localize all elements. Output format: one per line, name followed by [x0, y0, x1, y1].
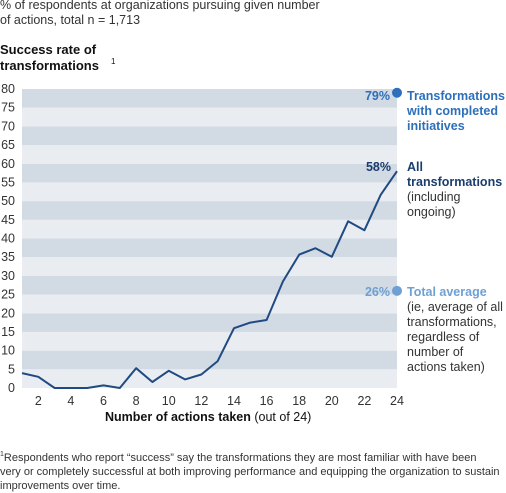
y-tick-label: 65 [1, 138, 15, 152]
grid-band [22, 126, 397, 146]
label-all-value: 58% [365, 160, 391, 174]
y-tick-label: 40 [1, 232, 15, 246]
x-tick-label: 6 [100, 394, 107, 408]
footnote: 1Respondents who report “success” say th… [0, 448, 500, 493]
x-tick-label: 8 [133, 394, 140, 408]
label-all-note: (including ongoing) [407, 190, 461, 219]
grid-band [22, 313, 397, 332]
y-tick-label: 35 [1, 250, 15, 264]
label-average-text: Total average [407, 285, 487, 299]
footnote-text: Respondents who report “success” say the… [0, 452, 500, 492]
y-axis-title: Success rate of transformations 1 [0, 42, 115, 74]
y-tick-label: 30 [1, 269, 15, 283]
y-tick-label: 5 [8, 362, 15, 376]
x-axis-title-main: Number of actions taken [105, 410, 251, 424]
y-tick-label: 55 [1, 175, 15, 189]
grid-bands [22, 89, 397, 388]
grid-band [22, 163, 397, 183]
label-completed-text: Transformations with completed initiativ… [407, 89, 505, 133]
x-tick-label: 2 [35, 394, 42, 408]
y-tick-label: 70 [1, 119, 15, 133]
y-tick-label: 80 [1, 82, 15, 96]
y-tick-label: 25 [1, 288, 15, 302]
grid-band [22, 350, 397, 370]
y-tick-label: 45 [1, 213, 15, 227]
grid-band [22, 369, 397, 388]
x-axis-title: Number of actions taken (out of 24) [105, 410, 311, 424]
x-tick-label: 10 [162, 394, 176, 408]
marker-completed-initiatives [392, 87, 402, 98]
grid-band [22, 238, 397, 258]
grid-band [22, 89, 397, 108]
grid-band [22, 201, 397, 220]
label-average-note: (ie, average of all transformations, reg… [407, 300, 503, 374]
x-tick-label: 16 [260, 394, 274, 408]
y-tick-label: 20 [1, 306, 15, 320]
footnote-marker: 1 [0, 451, 4, 458]
y-tick-label: 50 [1, 194, 15, 208]
label-average-value: 26% [364, 285, 390, 299]
y-tick-label: 60 [1, 157, 15, 171]
series-line-all-transformations [21, 170, 398, 389]
grid-band [22, 257, 397, 276]
grid-band [22, 145, 397, 164]
y-tick-label: 10 [1, 344, 15, 358]
y-axis-footnote-marker: 1 [111, 57, 116, 66]
x-tick-label: 24 [390, 394, 404, 408]
x-tick-label: 20 [325, 394, 339, 408]
grid-band [22, 294, 397, 314]
x-tick-label: 18 [292, 394, 306, 408]
y-tick-label: 0 [8, 381, 15, 395]
grid-band [22, 219, 397, 239]
y-axis-title-text: Success rate of transformations [0, 42, 99, 73]
label-completed-value: 79% [364, 89, 390, 103]
chart-subtitle: % of respondents at organizations pursui… [0, 0, 320, 27]
grid-band [22, 331, 397, 351]
x-tick-label: 14 [227, 394, 241, 408]
y-tick-label: 15 [1, 325, 15, 339]
x-axis-title-note: (out of 24) [254, 410, 312, 424]
x-tick-label: 22 [357, 394, 371, 408]
marker-total-average [392, 285, 402, 296]
grid-band [22, 275, 397, 295]
y-tick-label: 75 [1, 101, 15, 115]
x-axis-ticks: 2 4 6 8 10 12 14 16 18 20 22 24 [35, 394, 404, 408]
grid-band [22, 182, 397, 202]
x-tick-label: 4 [67, 394, 74, 408]
grid-band [22, 107, 397, 127]
x-tick-label: 12 [194, 394, 208, 408]
label-all-text: All transformations [407, 160, 503, 189]
y-axis-ticks: 0 5 10 15 20 25 30 35 40 45 50 55 60 65 70 75 80 [1, 82, 15, 395]
